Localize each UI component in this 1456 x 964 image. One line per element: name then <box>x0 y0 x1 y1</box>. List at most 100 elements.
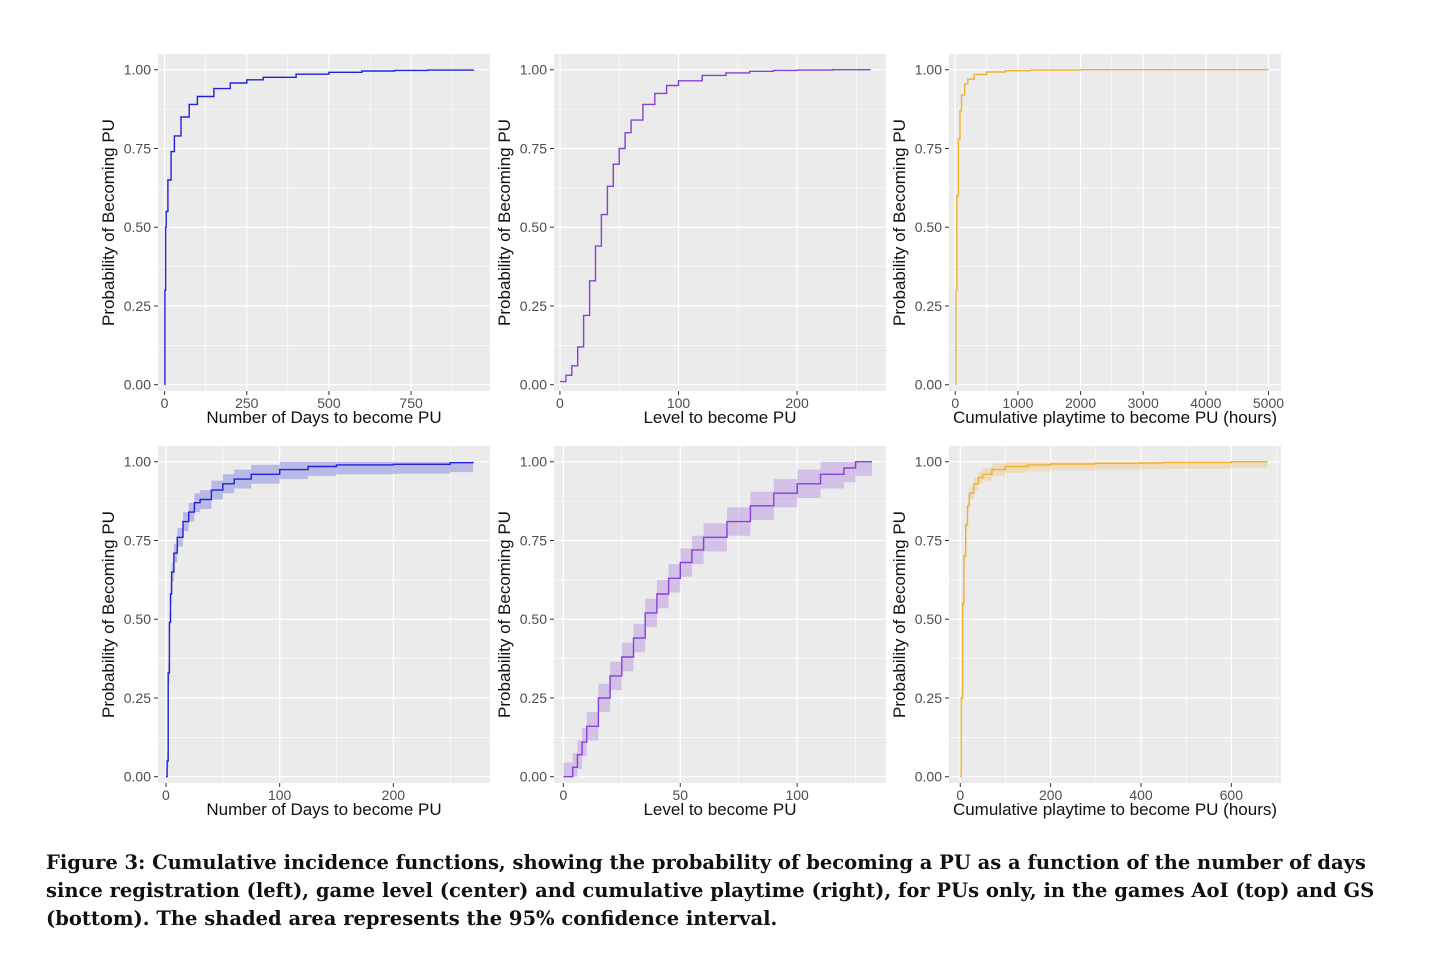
data-point <box>233 478 236 481</box>
data-point <box>620 656 623 659</box>
y-tick-label: 0.25 <box>124 298 151 314</box>
y-tick-label: 0.50 <box>124 219 151 235</box>
y-tick-label: 0.75 <box>915 140 942 156</box>
data-point <box>954 289 957 292</box>
incidence-line <box>559 69 871 383</box>
data-point <box>173 134 176 137</box>
data-point <box>570 364 573 367</box>
x-axis-label: Number of Days to become PU <box>206 800 441 819</box>
data-point <box>955 194 958 197</box>
data-point <box>966 78 969 81</box>
x-tick-label: 50 <box>672 787 688 803</box>
data-point <box>726 520 729 523</box>
data-point <box>618 147 621 150</box>
x-tick-label: 1000 <box>1002 395 1033 411</box>
data-point <box>1267 68 1270 71</box>
chart-panel: 0.00 0.25 0.50 0.75 1.00 0 1000 2000 3000 4000 500… <box>890 54 1284 427</box>
data-point <box>163 289 166 292</box>
data-point <box>981 473 984 476</box>
data-point <box>679 561 682 564</box>
data-point <box>632 637 635 640</box>
figure-caption: Figure 3: Cumulative incidence functions… <box>46 851 1375 930</box>
data-point <box>182 520 185 523</box>
incidence-line <box>563 461 872 778</box>
y-axis-label: Probability of Becoming PU <box>495 119 514 326</box>
data-point <box>170 570 173 573</box>
data-point <box>667 577 670 580</box>
data-point <box>606 185 609 188</box>
data-point <box>831 68 834 71</box>
y-tick-label: 0.25 <box>520 690 547 706</box>
x-axis-label: Cumulative playtime to become PU (hours) <box>953 800 1277 819</box>
x-tick-label: 0 <box>162 787 170 803</box>
plot-background <box>949 446 1281 783</box>
data-point <box>985 70 988 73</box>
data-point <box>167 671 170 674</box>
data-point <box>193 501 196 504</box>
data-point <box>166 178 169 181</box>
data-point <box>772 492 775 495</box>
incidence-line <box>955 69 1269 386</box>
data-point <box>472 68 475 71</box>
x-tick-label: 3000 <box>1128 395 1159 411</box>
data-point <box>962 555 965 558</box>
data-point <box>609 674 612 677</box>
data-point <box>957 138 960 141</box>
data-point <box>278 468 281 471</box>
y-tick-label: 0.00 <box>520 769 547 785</box>
y-tick-label: 0.25 <box>915 690 942 706</box>
x-tick-label: 0 <box>956 787 964 803</box>
data-point <box>959 775 962 778</box>
data-point <box>972 482 975 485</box>
x-tick-label: 250 <box>235 395 259 411</box>
data-point <box>960 696 963 699</box>
y-tick-label: 0.75 <box>520 532 547 548</box>
data-point <box>426 69 429 72</box>
y-tick-label: 0.75 <box>915 532 942 548</box>
data-point <box>1004 69 1007 72</box>
y-tick-label: 1.00 <box>915 62 942 78</box>
data-point <box>624 131 627 134</box>
y-tick-label: 0.50 <box>520 219 547 235</box>
plot-background <box>158 54 490 391</box>
incidence-line <box>164 69 475 386</box>
y-tick-label: 0.50 <box>124 611 151 627</box>
y-tick-label: 0.25 <box>124 690 151 706</box>
data-point <box>164 226 167 229</box>
data-point <box>588 279 591 282</box>
data-point <box>449 461 452 464</box>
data-point <box>164 775 167 778</box>
y-tick-label: 0.75 <box>520 140 547 156</box>
data-point <box>966 504 969 507</box>
data-point <box>819 473 822 476</box>
x-tick-label: 0 <box>161 395 169 411</box>
data-point <box>176 536 179 539</box>
data-point <box>335 463 338 466</box>
data-point <box>187 511 190 514</box>
data-point <box>168 621 171 624</box>
data-point <box>567 775 570 778</box>
x-tick-label: 600 <box>1220 787 1244 803</box>
data-point <box>655 593 658 596</box>
data-point <box>990 468 993 471</box>
data-point <box>977 476 980 479</box>
data-point <box>677 79 680 82</box>
x-tick-label: 100 <box>785 787 809 803</box>
data-point <box>188 103 191 106</box>
data-point <box>612 163 615 166</box>
x-axis-label: Level to become PU <box>643 408 796 427</box>
x-tick-label: 100 <box>268 787 292 803</box>
data-point <box>702 536 705 539</box>
data-point <box>392 463 395 466</box>
data-point <box>585 725 588 728</box>
plot-background <box>554 54 886 391</box>
data-point <box>665 84 668 87</box>
data-point <box>796 482 799 485</box>
x-tick-label: 4000 <box>1190 395 1221 411</box>
data-point <box>690 548 693 551</box>
data-point <box>954 383 957 386</box>
data-point <box>172 552 175 555</box>
data-point <box>1027 463 1030 466</box>
